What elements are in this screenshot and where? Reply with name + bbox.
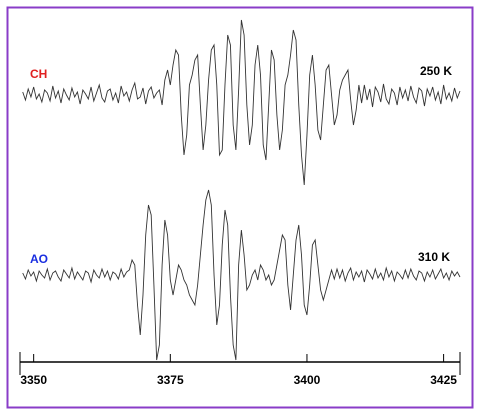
- spectrum-line: [22, 19, 461, 186]
- x-tick-label: 3350: [20, 373, 47, 387]
- x-tick-label: 3425: [430, 373, 457, 387]
- series-label: AO: [30, 252, 48, 266]
- spectrum-line: [22, 189, 461, 361]
- frame: [6, 6, 474, 409]
- series-label: CH: [30, 67, 47, 81]
- temperature-label: 250 K: [420, 64, 452, 78]
- temperature-label: 310 K: [418, 250, 450, 264]
- x-tick-label: 3400: [294, 373, 321, 387]
- x-tick-label: 3375: [157, 373, 184, 387]
